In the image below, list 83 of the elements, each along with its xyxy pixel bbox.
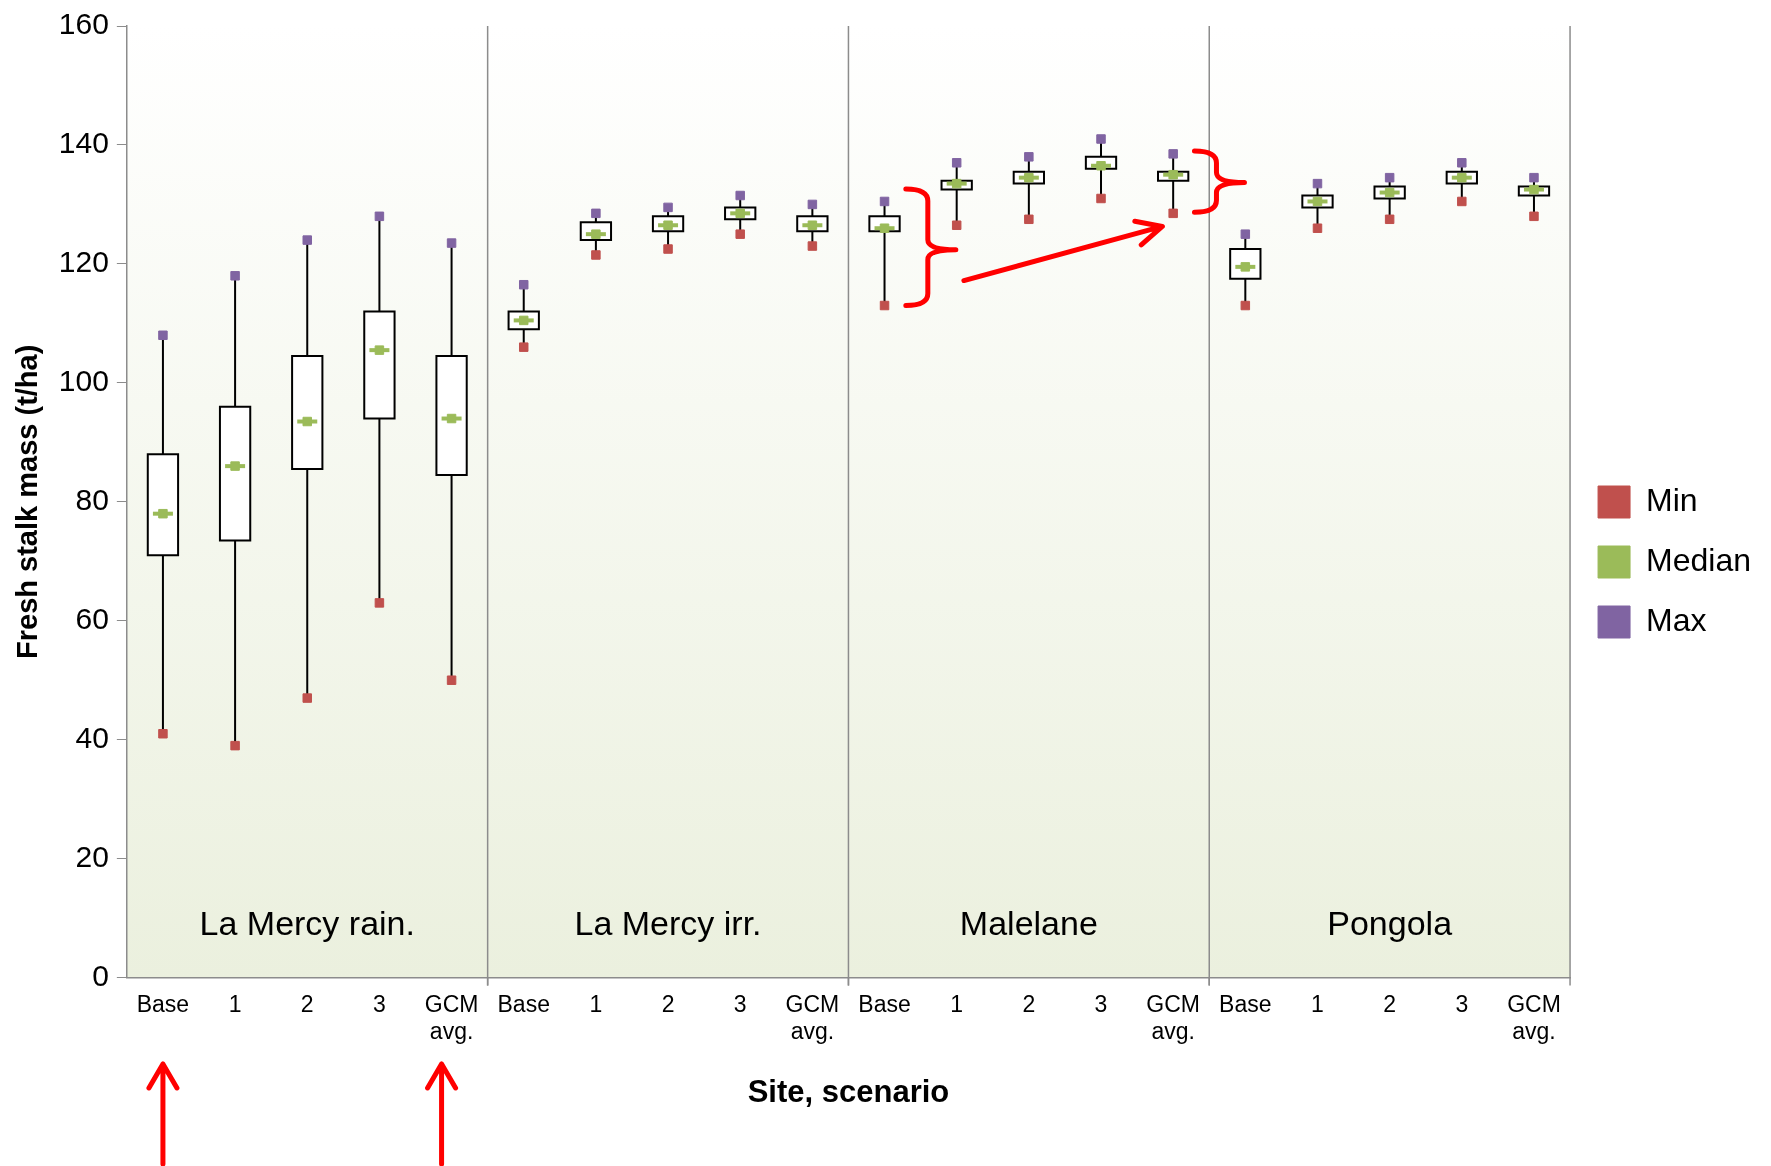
point	[374, 598, 385, 608]
y-tick-label: 140	[58, 126, 109, 160]
x-tick-label: Base	[1219, 990, 1272, 1017]
x-tick-label: 3	[733, 990, 747, 1017]
point	[663, 244, 673, 254]
point	[879, 300, 890, 311]
y-tick-label: 20	[75, 839, 109, 873]
annotation: La Mercy rain.	[199, 903, 415, 942]
point	[518, 279, 529, 290]
point	[1240, 300, 1251, 311]
point	[1529, 211, 1539, 222]
point	[1457, 196, 1467, 207]
x-tick-label: Base	[136, 990, 190, 1017]
x-tick-label: GCM avg.	[785, 990, 840, 1045]
x-tick-label: 2	[1383, 990, 1397, 1017]
point	[302, 416, 312, 427]
point	[1384, 214, 1395, 225]
y-tick-label: 100	[58, 364, 109, 398]
x-tick-label: 2	[661, 990, 675, 1017]
point	[374, 345, 385, 355]
x-tick-label: 1	[950, 990, 964, 1017]
point	[663, 202, 673, 213]
point	[446, 238, 457, 248]
point	[230, 461, 240, 471]
x-tick-label: GCM avg.	[424, 990, 479, 1045]
point	[1168, 149, 1178, 159]
point	[1312, 223, 1323, 233]
x-tick-label: 2	[1022, 990, 1036, 1017]
x-tick-label: 1	[589, 990, 603, 1017]
y-tick-label: 120	[58, 245, 109, 279]
point	[951, 220, 962, 230]
point	[518, 342, 529, 352]
legend-label: Max	[1646, 601, 1707, 638]
point	[735, 229, 745, 239]
x-tick-label: 3	[1455, 990, 1469, 1017]
point	[1096, 193, 1106, 204]
point	[1384, 172, 1395, 183]
x-tick-label: 3	[1094, 990, 1108, 1017]
point	[951, 158, 962, 168]
point	[302, 235, 312, 245]
x-tick-label: GCM avg.	[1507, 990, 1561, 1045]
legend-label: Min	[1646, 481, 1698, 518]
point	[735, 190, 745, 201]
annotation: Malelane	[959, 903, 1098, 942]
x-tick-label: Base	[497, 990, 550, 1017]
x-tick-label: GCM avg.	[1146, 990, 1200, 1045]
point	[158, 729, 168, 739]
point	[591, 208, 601, 219]
point	[591, 250, 601, 260]
point	[446, 675, 457, 685]
annotation: La Mercy irr.	[574, 903, 762, 942]
point	[879, 196, 890, 207]
point	[230, 271, 240, 281]
x-axis-title: Site, scenario	[747, 1073, 950, 1109]
x-tick-label: 1	[228, 990, 242, 1017]
point	[1457, 158, 1467, 168]
point	[807, 241, 818, 251]
y-tick-label: 0	[92, 958, 109, 992]
y-tick-label: 60	[75, 602, 109, 636]
point	[302, 693, 312, 703]
y-axis-title: Fresh stalk mass (t/ha)	[11, 344, 44, 659]
legend-label: Median	[1646, 541, 1751, 578]
point	[1240, 229, 1251, 239]
point	[446, 413, 457, 424]
x-tick-label: 2	[300, 990, 314, 1017]
point	[374, 211, 385, 222]
point	[158, 330, 168, 341]
point	[1024, 152, 1034, 162]
x-tick-label: 1	[1311, 990, 1324, 1017]
y-tick-label: 40	[75, 720, 109, 754]
point	[1024, 214, 1034, 225]
point	[1168, 208, 1178, 219]
x-tick-label: Base	[858, 990, 911, 1017]
x-tick-label: 3	[373, 990, 386, 1017]
annotation: Pongola	[1327, 903, 1453, 942]
y-tick-label: 160	[58, 7, 109, 41]
point	[230, 740, 240, 751]
point	[158, 508, 168, 519]
point	[1312, 178, 1323, 189]
point	[1096, 134, 1106, 144]
point	[1529, 172, 1539, 183]
point	[807, 199, 818, 210]
y-tick-label: 80	[75, 483, 109, 517]
